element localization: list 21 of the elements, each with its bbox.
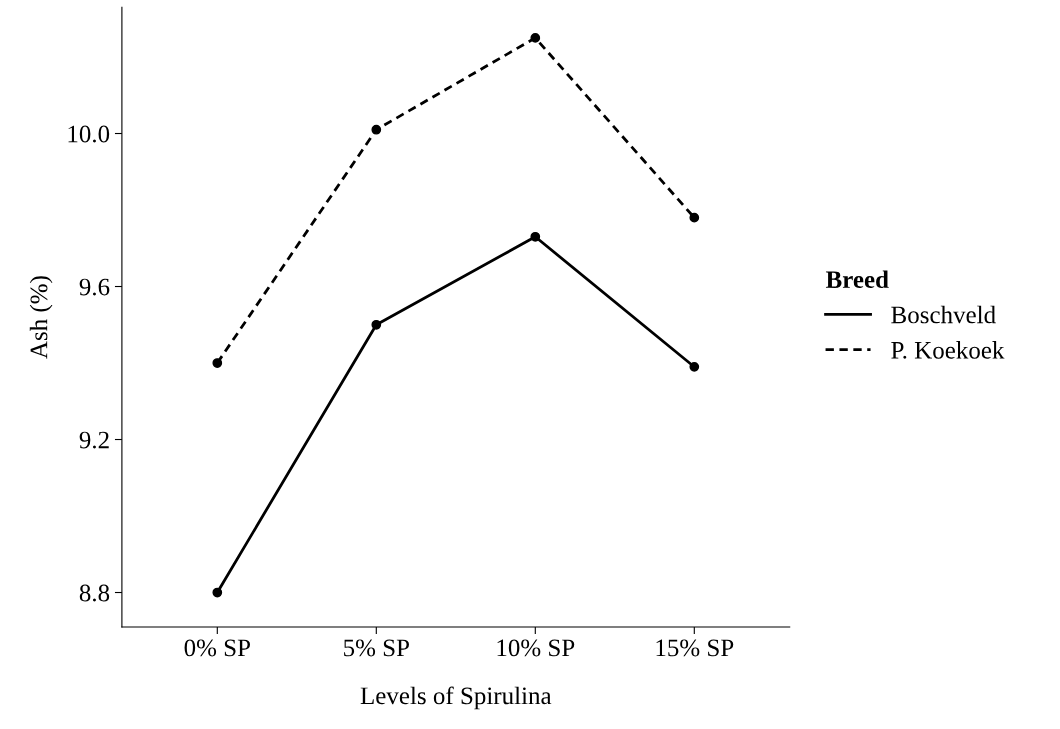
y-axis-title: Ash (%)	[29, 276, 53, 359]
point	[689, 361, 700, 372]
x-tick-label: 5% SP	[344, 639, 409, 657]
x-axis-title: Levels of Spirulina	[360, 686, 552, 710]
legend-title: Breed	[825, 270, 889, 289]
y-tick-label: 8.8	[79, 584, 110, 602]
point	[371, 124, 382, 135]
y-tick-label: 9.6	[79, 278, 110, 296]
y-tick-label: 10.0	[68, 125, 110, 143]
point	[689, 212, 700, 223]
legend-label: P. Koekoek	[891, 341, 1005, 359]
y-tick-label: 9.2	[79, 431, 109, 449]
legend-label: Boschveld	[891, 305, 996, 324]
point	[212, 587, 223, 598]
point	[212, 358, 223, 368]
point	[530, 33, 541, 43]
x-tick-label: 10% SP	[497, 639, 575, 657]
x-tick-label: 0% SP	[184, 639, 250, 657]
x-tick-label: 15% SP	[656, 639, 734, 657]
point	[371, 319, 382, 330]
point	[530, 231, 541, 242]
